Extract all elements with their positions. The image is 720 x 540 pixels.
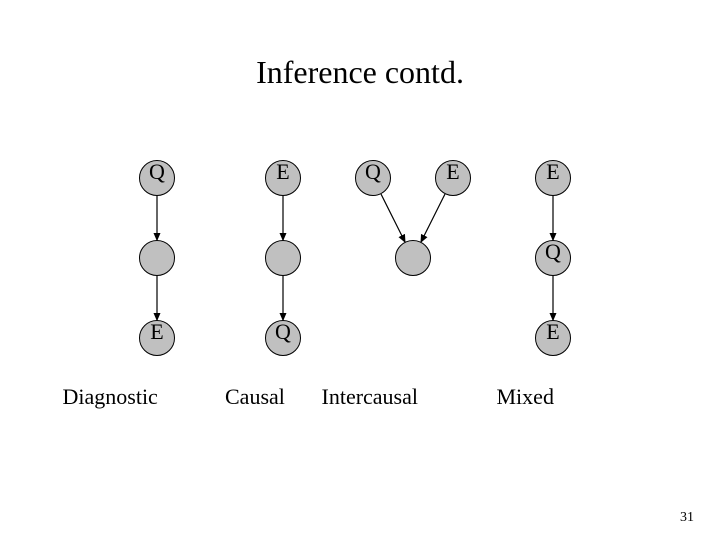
node-label: Q [536, 241, 570, 263]
column-label-mixed: Mixed [497, 384, 554, 410]
node-m_mid: Q [535, 240, 571, 276]
column-label-diagnostic: Diagnostic [63, 384, 158, 410]
edge-i_left-i_child [381, 194, 405, 242]
node-label: E [140, 321, 174, 343]
node-label: E [536, 321, 570, 343]
slide-title: Inference contd. [0, 54, 720, 91]
node-d_bot: E [139, 320, 175, 356]
node-d_top: Q [139, 160, 175, 196]
node-label: E [436, 161, 470, 183]
node-label: Q [266, 321, 300, 343]
node-i_left: Q [355, 160, 391, 196]
column-label-intercausal: Intercausal [322, 384, 419, 410]
node-label: E [266, 161, 300, 183]
node-label: E [536, 161, 570, 183]
node-c_top: E [265, 160, 301, 196]
node-i_right: E [435, 160, 471, 196]
node-c_mid [265, 240, 301, 276]
node-label: Q [140, 161, 174, 183]
page-number: 31 [680, 510, 694, 526]
edge-i_right-i_child [421, 194, 445, 242]
node-i_child [395, 240, 431, 276]
node-c_bot: Q [265, 320, 301, 356]
node-d_mid [139, 240, 175, 276]
node-label: Q [356, 161, 390, 183]
node-m_top: E [535, 160, 571, 196]
column-label-causal: Causal [225, 384, 285, 410]
node-m_bot: E [535, 320, 571, 356]
